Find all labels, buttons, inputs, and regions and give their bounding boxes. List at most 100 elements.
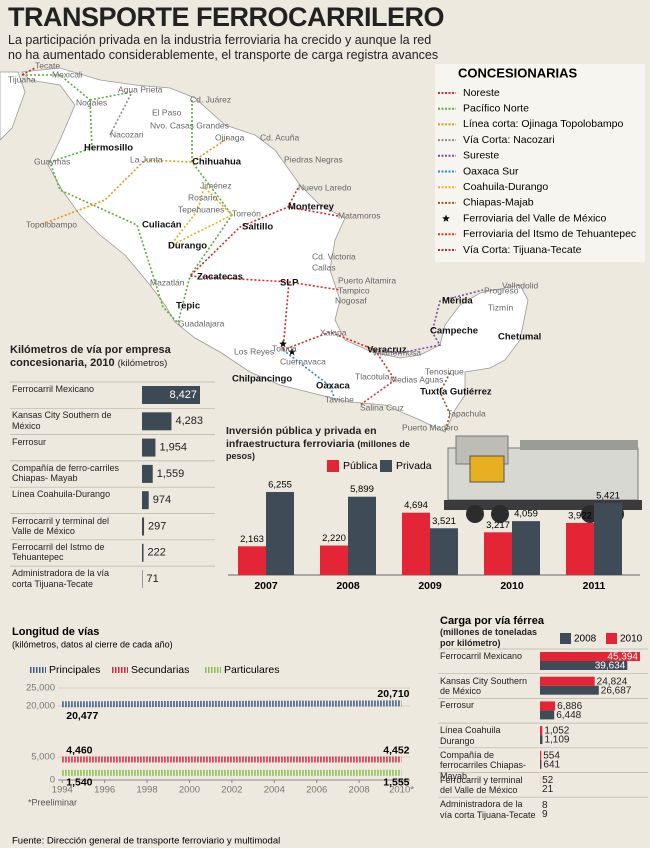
bar <box>540 750 542 760</box>
city-label: Tecate <box>35 60 60 70</box>
value-label: 1,559 <box>157 468 185 480</box>
bar <box>540 726 543 736</box>
city-label: Tepehuanes <box>178 204 224 214</box>
city-label: Zacatecas <box>197 272 243 283</box>
value-label: 20,710 <box>377 688 409 700</box>
chart-title: Kilómetros de vía por empresa concesiona… <box>10 344 215 370</box>
city-label: Puerto Altamira <box>338 275 396 285</box>
rail-line <box>439 372 451 433</box>
value-label: 4,460 <box>66 744 92 756</box>
chart-subtitle: (kilómetros) <box>117 358 168 369</box>
note: *Preeliminar <box>28 797 77 807</box>
x-tick-label: 1998 <box>136 785 157 796</box>
legend-label: Secundarias <box>131 664 189 676</box>
bar <box>540 735 543 745</box>
city-label: Campeche <box>430 326 478 337</box>
city-label: Durango <box>168 241 207 252</box>
bar <box>540 710 555 720</box>
city-label: Cuernavaca <box>280 356 326 366</box>
x-tick-label: 2002 <box>221 785 242 796</box>
legend-label: Vía Corta: Tijuana-Tecate <box>463 244 582 256</box>
rail-line <box>374 289 484 354</box>
city-label: Jiménez <box>200 180 232 190</box>
city-label: Oaxaca <box>316 381 351 392</box>
value-label: 641 <box>543 759 560 770</box>
y-tick-label: 5,000 <box>31 752 55 763</box>
rail-line <box>89 91 133 101</box>
value-label: 4,059 <box>514 509 538 520</box>
source: Fuente: Dirección general de transporte … <box>12 836 280 847</box>
legend-label: Privada <box>396 460 432 472</box>
value-label: 5,421 <box>596 491 620 502</box>
bar <box>540 652 640 661</box>
rail-line <box>39 137 229 226</box>
value-label: 20,477 <box>66 710 98 722</box>
rail-line <box>287 206 339 217</box>
chart-title-text: Inversión pública y privada en infraestr… <box>226 425 377 450</box>
rail-line <box>188 187 299 351</box>
value-label: 4,452 <box>383 744 409 756</box>
chart-title: Inversión pública y privada en infraestr… <box>226 425 436 463</box>
legend-box <box>435 64 645 262</box>
value-label: 2,163 <box>240 534 264 545</box>
x-tick-label: 2006 <box>306 785 327 796</box>
city-label: Tenosique <box>425 366 464 376</box>
city-label: Tapachula <box>447 408 486 418</box>
city-label: Tijuana <box>8 74 36 84</box>
rail-station <box>279 340 287 348</box>
bar <box>142 517 145 536</box>
chart-subtitle: (millones de toneladas por kilómetro) <box>440 627 538 648</box>
city-label: Cd. Acuña <box>260 132 299 142</box>
bar <box>320 545 348 575</box>
value-label: 2,220 <box>322 533 346 544</box>
category-label: Administradora de la vía corta Tijuana-T… <box>440 799 536 820</box>
bar <box>142 464 153 483</box>
city-label: Tlacotula <box>355 371 390 381</box>
city-label: Progreso <box>484 285 519 295</box>
city-label: Villahermosa <box>372 347 421 357</box>
city-label: Chilpancingo <box>232 374 292 385</box>
bar <box>540 759 542 769</box>
legend-swatch <box>380 460 392 472</box>
rail-line <box>288 281 341 291</box>
value-label: 1,555 <box>383 777 409 789</box>
legend-label: Ferroviaria del Itsmo de Tehuantepec <box>463 228 636 240</box>
bar <box>566 522 594 575</box>
map-land <box>0 71 26 141</box>
bar <box>540 685 599 695</box>
category-label: Administradora de la vía corta Tijuana-T… <box>12 568 110 589</box>
legend-swatch <box>327 460 339 472</box>
city-label: Nacozari <box>110 129 144 139</box>
city-label: Nuevo Laredo <box>298 182 352 192</box>
category-label: Ferrosur <box>12 436 47 447</box>
legend-label: Ferroviaria del Valle de México <box>463 212 607 224</box>
city-label: Tuxtla Gutiérrez <box>420 387 492 398</box>
bar <box>402 512 430 575</box>
category-label: Línea Coahuila Durango <box>440 725 501 746</box>
value-label: 8 <box>542 800 548 811</box>
rail-station <box>288 348 296 356</box>
value-label: 71 <box>146 573 158 585</box>
bar <box>266 492 294 575</box>
city-label: Matamoros <box>338 210 381 220</box>
x-tick-label: 2010* <box>389 785 414 796</box>
city-label: Valladolid <box>502 280 539 290</box>
city-label: Tampico <box>338 285 370 295</box>
city-label: Cd. Juárez <box>190 94 231 104</box>
value-label: 26,687 <box>601 685 632 696</box>
category-label: Ferrocarril y terminal del Valle de Méxi… <box>440 774 523 796</box>
chart-title: Longitud de vías <box>12 626 99 638</box>
value-label: 6,255 <box>268 480 292 491</box>
value-label: 24,824 <box>597 676 628 687</box>
rail-line <box>22 74 179 324</box>
rail-line <box>109 91 133 136</box>
rail-line <box>282 349 336 401</box>
title: TRANSPORTE FERROCARRILERO <box>8 2 445 32</box>
value-label: 1,954 <box>159 442 187 454</box>
chart-subtitle: (millones de pesos) <box>226 438 410 462</box>
category-label: Ferrosur <box>440 700 475 711</box>
x-tick-label: 2004 <box>264 785 285 796</box>
chart-subtitle: (kilómetros, datos al cierre de cada año… <box>12 639 173 649</box>
city-label: Culiacán <box>142 220 182 231</box>
city-label: Topolobampo <box>26 219 77 229</box>
